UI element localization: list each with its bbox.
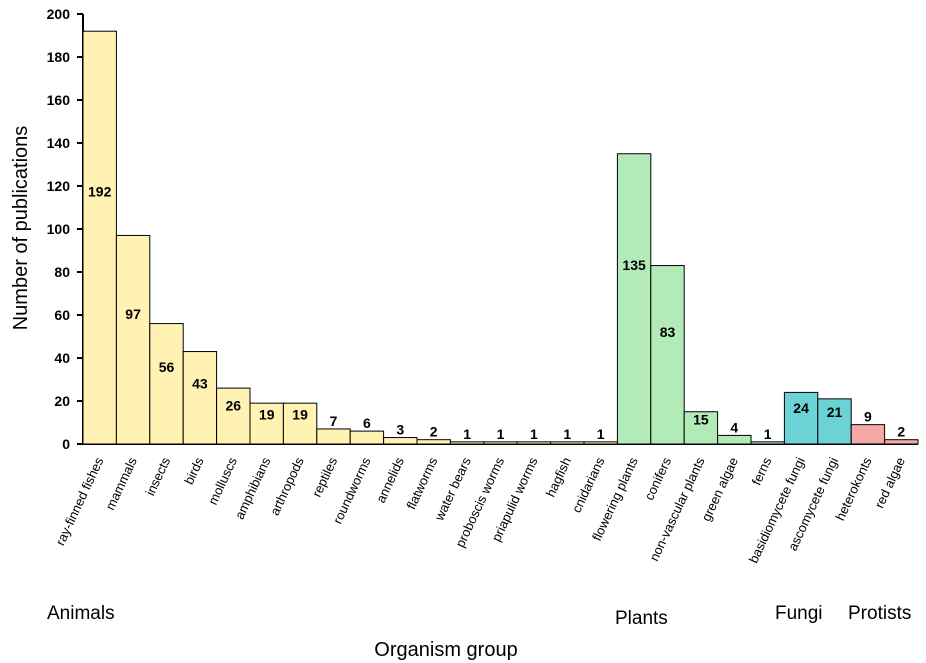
category-label: cnidarians xyxy=(569,454,608,514)
bar xyxy=(550,441,585,445)
value-label: 19 xyxy=(292,406,308,422)
category-label: red algae xyxy=(872,455,909,510)
group-label: Animals xyxy=(47,603,115,624)
value-label: 6 xyxy=(363,415,371,431)
value-label: 26 xyxy=(226,397,242,413)
value-label: 15 xyxy=(693,412,709,428)
y-tick-label: 20 xyxy=(54,393,70,409)
bar xyxy=(650,265,685,445)
value-label: 1 xyxy=(497,426,505,442)
value-label: 21 xyxy=(827,404,843,420)
value-label: 4 xyxy=(730,419,738,435)
value-label: 1 xyxy=(764,426,772,442)
y-tick-label: 80 xyxy=(54,264,70,280)
category-label: ray-finned fishes xyxy=(53,454,107,547)
category-label: reptiles xyxy=(309,454,341,499)
value-label: 83 xyxy=(660,324,676,340)
bars xyxy=(82,30,919,445)
y-axis-title: Number of publications xyxy=(10,126,32,331)
category-label: mammals xyxy=(102,454,140,512)
value-label: 2 xyxy=(897,424,905,440)
bar xyxy=(449,441,485,445)
value-label: 1 xyxy=(597,426,605,442)
category-label: annelids xyxy=(373,454,407,505)
y-tick-label: 140 xyxy=(47,135,71,151)
value-label: 56 xyxy=(159,359,175,375)
category-label: birds xyxy=(181,454,207,486)
category-label: molluscs xyxy=(205,454,240,507)
group-labels: Animals Plants Fungi Protists xyxy=(47,603,911,629)
bar xyxy=(616,153,652,445)
value-label: 9 xyxy=(864,409,872,425)
bar xyxy=(416,439,451,445)
bar xyxy=(383,437,418,445)
group-label: Protists xyxy=(848,603,911,624)
bar xyxy=(182,351,218,445)
bar xyxy=(783,391,819,445)
bar xyxy=(884,439,919,445)
bar xyxy=(516,441,552,445)
bar xyxy=(282,402,318,445)
value-label: 7 xyxy=(330,413,338,429)
y-tick-label: 100 xyxy=(47,221,71,237)
group-label: Fungi xyxy=(775,603,823,624)
value-label: 1 xyxy=(463,426,471,442)
bar xyxy=(349,430,385,445)
value-label: 3 xyxy=(396,422,404,438)
x-axis-title: Organism group xyxy=(374,639,517,661)
y-tick-label: 200 xyxy=(47,6,71,22)
category-label: arthropods xyxy=(267,454,307,517)
bar xyxy=(115,234,151,445)
bar xyxy=(82,30,117,445)
value-label: 24 xyxy=(793,400,809,416)
group-label: Plants xyxy=(615,608,668,629)
bar xyxy=(717,434,752,445)
value-label: 1 xyxy=(563,426,571,442)
category-label: ferns xyxy=(749,454,775,487)
value-label: 19 xyxy=(259,406,275,422)
category-label: flatworms xyxy=(403,454,440,511)
bar xyxy=(583,441,618,445)
value-label: 97 xyxy=(125,306,141,322)
category-label: hagfish xyxy=(543,455,574,499)
y-tick-label: 160 xyxy=(47,92,71,108)
y-tick-label: 120 xyxy=(47,178,71,194)
value-label: 135 xyxy=(622,257,646,273)
y-tick-label: 0 xyxy=(62,436,70,452)
value-label: 192 xyxy=(88,183,112,199)
category-label: insects xyxy=(143,454,174,497)
bar xyxy=(316,428,351,445)
value-label: 2 xyxy=(430,424,438,440)
bar xyxy=(149,323,184,445)
y-tick-label: 40 xyxy=(54,350,70,366)
value-label: 43 xyxy=(192,376,208,392)
value-label: 1 xyxy=(530,426,538,442)
bar xyxy=(483,441,518,445)
y-tick-label: 60 xyxy=(54,307,70,323)
bar xyxy=(683,411,719,445)
category-label: conifers xyxy=(641,454,674,502)
bar xyxy=(817,398,852,445)
bar xyxy=(750,441,785,445)
y-tick-label: 180 xyxy=(47,49,71,65)
bar xyxy=(850,424,886,445)
